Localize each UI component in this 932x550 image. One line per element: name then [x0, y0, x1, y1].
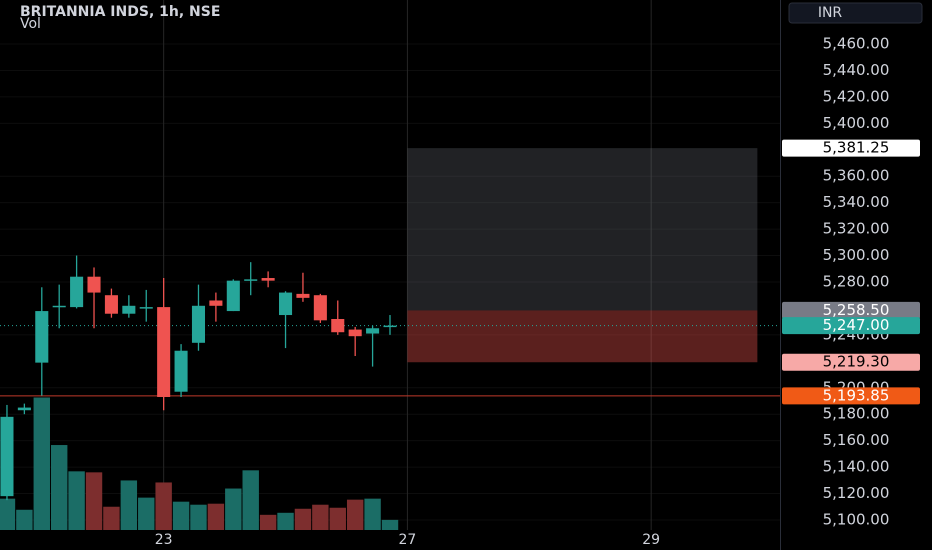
y-tick-label: 5,320.00 — [823, 220, 890, 238]
profit-zone — [407, 148, 758, 311]
candle-body — [104, 295, 118, 314]
candle-body — [226, 280, 240, 312]
volume-bar — [68, 471, 85, 530]
candle-body — [70, 276, 84, 308]
candle-body — [0, 416, 14, 497]
x-tick-label: 23 — [155, 532, 173, 548]
volume-bar — [50, 445, 68, 530]
y-tick-label: 5,440.00 — [823, 61, 890, 79]
loss-zone — [407, 310, 758, 363]
volume-bar — [138, 497, 155, 530]
chart-title: BRITANNIA INDS, 1h, NSE — [20, 4, 220, 20]
x-tick-label: 27 — [398, 532, 416, 548]
volume-bar — [16, 509, 33, 530]
volume-bar — [294, 508, 312, 530]
price-label-box — [782, 139, 920, 157]
price-label: 5,219.30 — [823, 353, 890, 371]
candle-body — [313, 295, 327, 321]
price-label: 5,247.00 — [823, 316, 890, 334]
volume-bar — [346, 499, 364, 530]
currency-button[interactable] — [788, 2, 923, 24]
candle-body — [139, 307, 153, 309]
y-tick-label: 5,140.00 — [823, 458, 890, 476]
x-tick-label: 29 — [642, 532, 660, 548]
candle-body — [157, 307, 171, 398]
candle-body — [383, 325, 397, 328]
price-label-box — [782, 317, 920, 335]
candle-body — [122, 305, 136, 314]
y-tick-label: 5,100.00 — [823, 510, 890, 528]
currency-label[interactable]: INR — [818, 5, 843, 21]
volume-bar — [190, 504, 207, 530]
candle-body — [191, 305, 206, 343]
volume-bar — [155, 482, 172, 530]
y-tick-label: 5,360.00 — [823, 167, 890, 185]
volume-bar — [259, 514, 277, 530]
price-label: 5,258.50 — [823, 301, 890, 319]
volume-bar — [312, 504, 329, 530]
volume-bar — [103, 506, 120, 530]
candle-body — [17, 407, 31, 411]
volume-bar — [225, 488, 242, 530]
candle-body — [35, 311, 49, 363]
volume-bar — [85, 472, 103, 530]
volume-bar — [207, 503, 225, 530]
y-tick-label: 5,280.00 — [823, 272, 890, 290]
y-tick-label: 5,300.00 — [823, 246, 890, 264]
candle-body — [366, 328, 380, 334]
candle-body — [296, 293, 310, 298]
candle-body — [331, 319, 345, 333]
volume-bar — [172, 501, 190, 530]
volume-bar — [0, 498, 16, 530]
candle-body — [348, 329, 362, 337]
volume-bar — [33, 397, 50, 530]
y-tick-label: 5,420.00 — [823, 87, 890, 105]
candle-body — [52, 305, 66, 308]
volume-bar — [329, 507, 346, 530]
y-tick-label: 5,120.00 — [823, 484, 890, 502]
price-label-box — [782, 353, 920, 371]
price-label: 5,193.85 — [823, 386, 890, 404]
y-tick-label: 5,460.00 — [823, 35, 890, 53]
subtitle: Vol — [20, 16, 41, 32]
candle-body — [87, 276, 101, 293]
candle-body — [209, 300, 223, 306]
volume-bar — [364, 498, 381, 530]
volume-bar — [120, 480, 138, 530]
price-label-box — [782, 301, 920, 319]
candle-body — [174, 350, 188, 392]
y-tick-label: 5,160.00 — [823, 431, 890, 449]
y-tick-label: 5,180.00 — [823, 405, 890, 423]
price-label-box — [782, 387, 920, 405]
candle-body — [261, 278, 275, 281]
volume-bar — [381, 519, 399, 530]
candle-body — [279, 292, 293, 316]
volume-bar — [277, 512, 294, 530]
candle-body — [244, 279, 258, 281]
y-tick-label: 5,400.00 — [823, 114, 890, 132]
y-tick-label: 5,340.00 — [823, 193, 890, 211]
price-label: 5,381.25 — [823, 139, 890, 157]
volume-bar — [242, 470, 259, 530]
